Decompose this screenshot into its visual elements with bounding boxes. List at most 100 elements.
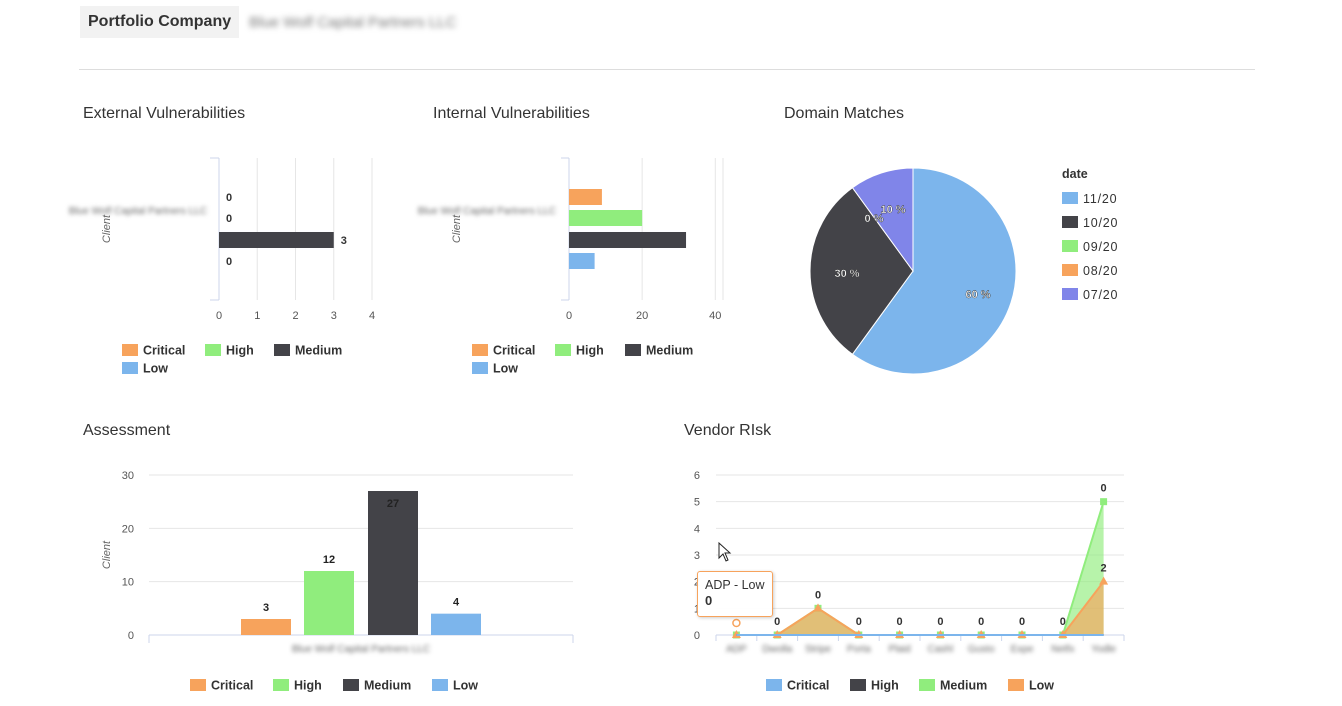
- asm-y-axis-title: Client: [101, 540, 113, 569]
- asm-legend-label-high[interactable]: High: [294, 679, 322, 693]
- int-legend-label-low[interactable]: Low: [493, 362, 518, 376]
- pie-legend-swatch[interactable]: [1062, 192, 1078, 204]
- int-category-label: Blue Wolf Capital Partners LLC: [418, 206, 556, 217]
- vr-y-tick-label: 3: [694, 550, 700, 562]
- vendor-risk-title: Vendor RIsk: [684, 422, 772, 439]
- domain-matches-title: Domain Matches: [784, 105, 905, 122]
- int-legend-swatch-critical[interactable]: [472, 344, 488, 356]
- vr-data-label: 0: [1019, 616, 1025, 628]
- vr-legend-label-medium[interactable]: Medium: [940, 679, 987, 693]
- vr-legend-swatch-critical[interactable]: [766, 679, 782, 691]
- pie-legend-label[interactable]: 08/20: [1083, 264, 1118, 278]
- int-bar-high: [569, 210, 643, 226]
- ext-legend-swatch-high[interactable]: [205, 344, 221, 356]
- vr-legend-label-high[interactable]: High: [871, 679, 899, 693]
- vr-y-tick-label: 1: [694, 603, 700, 615]
- vr-data-label: 0: [1101, 483, 1107, 495]
- pie-legend-swatch[interactable]: [1062, 216, 1078, 228]
- pie-data-label: 30 %: [834, 268, 859, 280]
- asm-legend-label-medium[interactable]: Medium: [364, 679, 411, 693]
- int-legend-swatch-medium[interactable]: [625, 344, 641, 356]
- vr-legend-label-critical[interactable]: Critical: [787, 679, 829, 693]
- vr-x-category-label: Expe: [1011, 644, 1034, 655]
- pie-slice-07-20: [851, 167, 914, 273]
- pie-legend-label[interactable]: 09/20: [1083, 240, 1118, 254]
- vr-x-category-label: Gusto: [968, 644, 995, 655]
- ext-bar-data-label: 0: [226, 192, 232, 204]
- vr-y-tick-label: 4: [694, 523, 700, 535]
- asm-bar-data-label: 12: [323, 554, 335, 566]
- vr-data-label: 0: [774, 616, 780, 628]
- asm-legend-swatch-critical[interactable]: [190, 679, 206, 691]
- ext-legend-label-high[interactable]: High: [226, 344, 254, 358]
- portfolio-company-label: Portfolio Company: [80, 6, 240, 38]
- vr-x-category-label: ADP: [726, 644, 747, 655]
- pie-legend-label[interactable]: 10/20: [1083, 216, 1118, 230]
- int-bar-critical: [569, 189, 602, 205]
- ext-x-tick-label: 4: [369, 310, 375, 322]
- pie-legend-title: date: [1062, 167, 1088, 181]
- pie-legend-label[interactable]: 07/20: [1083, 288, 1118, 302]
- ext-legend-label-low[interactable]: Low: [143, 362, 168, 376]
- int-legend-label-medium[interactable]: Medium: [646, 344, 693, 358]
- asm-y-tick-label: 0: [128, 630, 134, 642]
- vr-x-category-label: Cashl: [928, 644, 954, 655]
- pie-legend-swatch[interactable]: [1062, 240, 1078, 252]
- pie-data-label: 0 %: [865, 213, 884, 225]
- vr-area-low: [736, 581, 1104, 635]
- tooltip-value: 0: [705, 593, 713, 608]
- ext-legend-label-critical[interactable]: Critical: [143, 344, 185, 358]
- int-legend-label-critical[interactable]: Critical: [493, 344, 535, 358]
- asm-category-label: Blue Wolf Capital Partners LLC: [292, 644, 430, 655]
- asm-bar-data-label: 4: [453, 597, 460, 609]
- mouse-cursor-icon: [718, 541, 732, 562]
- vr-legend-swatch-low[interactable]: [1008, 679, 1024, 691]
- asm-legend-label-low[interactable]: Low: [453, 679, 478, 693]
- vr-x-category-label: Stripe: [805, 644, 832, 655]
- int-legend-swatch-high[interactable]: [555, 344, 571, 356]
- vr-legend-swatch-medium[interactable]: [919, 679, 935, 691]
- vr-data-label: 0: [937, 616, 943, 628]
- ext-legend-swatch-medium[interactable]: [274, 344, 290, 356]
- int-legend-swatch-low[interactable]: [472, 362, 488, 374]
- ext-y-axis-title: Client: [101, 214, 113, 243]
- vr-x-category-label: Porta: [847, 644, 871, 655]
- asm-legend-swatch-medium[interactable]: [343, 679, 359, 691]
- int-legend-label-high[interactable]: High: [576, 344, 604, 358]
- pie-slice-11-20: [851, 167, 1017, 375]
- vr-marker-low: [813, 603, 823, 612]
- header-divider: [79, 69, 1255, 70]
- asm-legend-label-critical[interactable]: Critical: [211, 679, 253, 693]
- vr-line-medium: [736, 501, 1105, 636]
- int-bar-medium: [569, 232, 687, 248]
- pie-legend-swatch[interactable]: [1062, 264, 1078, 276]
- ext-legend-swatch-low[interactable]: [122, 362, 138, 374]
- tooltip-series-name: ADP - Low: [705, 578, 765, 592]
- int-y-axis-title: Client: [451, 214, 463, 243]
- pie-legend-label[interactable]: 11/20: [1083, 192, 1117, 206]
- asm-y-tick-label: 10: [122, 577, 134, 589]
- int-bar-low: [569, 253, 595, 269]
- pie-data-label: 10 %: [880, 204, 905, 216]
- pie-data-label: 60 %: [965, 289, 990, 301]
- ext-legend-label-medium[interactable]: Medium: [295, 344, 342, 358]
- vr-y-tick-label: 5: [694, 497, 700, 509]
- portfolio-company-name[interactable]: Blue Wolf Capital Partners LLC: [249, 13, 457, 31]
- asm-legend-swatch-low[interactable]: [432, 679, 448, 691]
- int-x-tick-label: 20: [636, 310, 648, 322]
- vr-data-label: 0: [897, 616, 903, 628]
- ext-bar-data-label: 0: [226, 256, 232, 268]
- int-x-tick-label: 0: [566, 310, 572, 322]
- ext-x-tick-label: 0: [216, 310, 222, 322]
- asm-bar-data-label: 3: [263, 602, 269, 614]
- ext-legend-swatch-critical[interactable]: [122, 344, 138, 356]
- asm-legend-swatch-high[interactable]: [273, 679, 289, 691]
- vr-x-category-label: Dwolla: [762, 644, 792, 655]
- vr-marker-low: [1099, 576, 1109, 585]
- pie-legend-swatch[interactable]: [1062, 288, 1078, 300]
- vr-legend-label-low[interactable]: Low: [1029, 679, 1054, 693]
- vr-y-tick-label: 6: [694, 470, 700, 482]
- external-vulnerabilities-title: External Vulnerabilities: [83, 105, 246, 122]
- vr-legend-swatch-high[interactable]: [850, 679, 866, 691]
